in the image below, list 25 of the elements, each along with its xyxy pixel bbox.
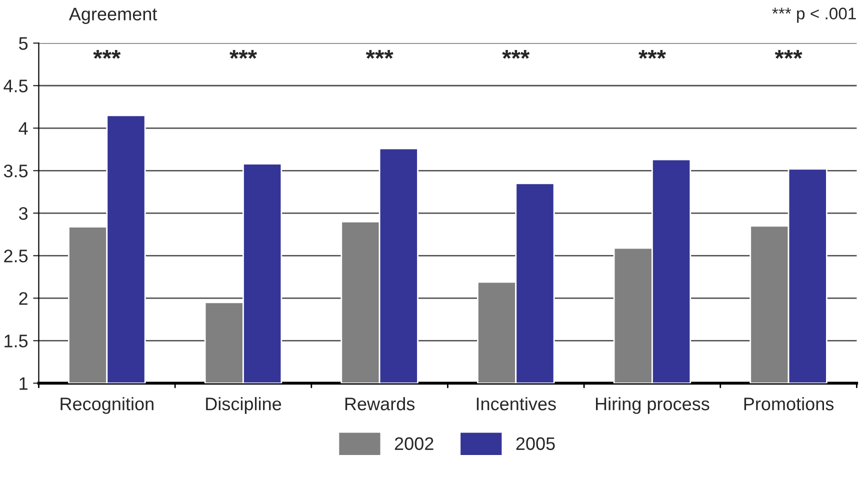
x-tick-label: Incentives (476, 397, 556, 410)
y-tick-label: 1 (20, 377, 28, 390)
annotation: *** (638, 50, 666, 59)
x-tick-label: Promotions (744, 397, 834, 410)
annotation: *** (774, 50, 802, 59)
x-tick-label: Rewards (345, 397, 415, 410)
y-tick-label: 3 (18, 207, 28, 220)
y-tick-label: 2 (19, 292, 28, 305)
x-tick-label: Hiring process (596, 397, 710, 414)
annotation: *** (230, 50, 257, 59)
y-tick-label: 4 (18, 122, 28, 135)
y-tick-label: 5 (19, 37, 28, 50)
x-tick-label: Recognition (60, 397, 154, 414)
annotation: *** (93, 50, 121, 59)
y-tick-label: 1.5 (4, 334, 28, 348)
legend-label: 2005 (516, 437, 555, 450)
text: *** p < .001 (772, 8, 856, 23)
y-axis-title: Agreement (68, 8, 158, 24)
annotation: *** (502, 50, 530, 59)
y-tick-label: 2.5 (4, 250, 28, 262)
y-tick-label: 4.5 (4, 80, 28, 92)
y-tick-label: 3.5 (4, 164, 28, 178)
annotation: *** (366, 50, 394, 59)
x-tick-label: Discipline (206, 397, 282, 414)
legend-label: 2002 (394, 437, 434, 450)
